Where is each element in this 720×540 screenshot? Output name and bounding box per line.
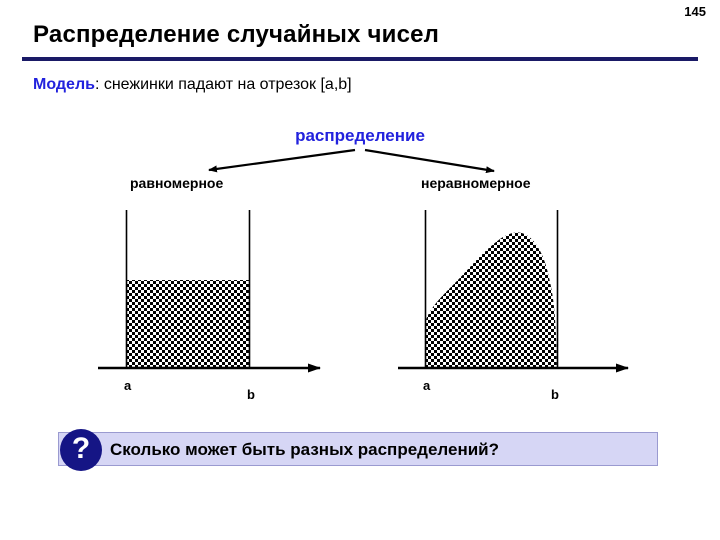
tree-root-label: распределение [295, 126, 425, 145]
slide-number: 145 [684, 4, 706, 19]
x-tick-label-b-uniform: b [247, 387, 255, 402]
chart-uniform-distribution [0, 200, 360, 400]
chart-nonuniform-distribution [350, 200, 720, 400]
x-tick-label-b-nonuniform: b [551, 387, 559, 402]
branch-arrow-left [208, 148, 356, 173]
question-bubble: ? [60, 429, 102, 471]
branch-label-uniform: равномерное [130, 175, 224, 191]
nonuniform-density-area [426, 232, 557, 368]
title-divider [22, 57, 698, 61]
branch-label-nonuniform: неравномерное [421, 175, 531, 191]
uniform-density-area [127, 280, 249, 368]
model-statement: Модель: снежинки падают на отрезок [a,b] [33, 76, 352, 94]
branch-arrow-right [364, 148, 495, 174]
question-callout-box [58, 432, 658, 466]
question-mark-icon: ? [71, 432, 91, 465]
model-keyword: Модель [33, 76, 95, 93]
model-rest: : снежинки падают на отрезок [a,b] [94, 76, 352, 93]
question-text: Сколько может быть разных распределений? [110, 440, 499, 459]
x-tick-label-a-nonuniform: a [423, 378, 431, 393]
x-tick-label-a-uniform: a [124, 378, 132, 393]
page-title: Распределение случайных чисел [33, 21, 440, 48]
